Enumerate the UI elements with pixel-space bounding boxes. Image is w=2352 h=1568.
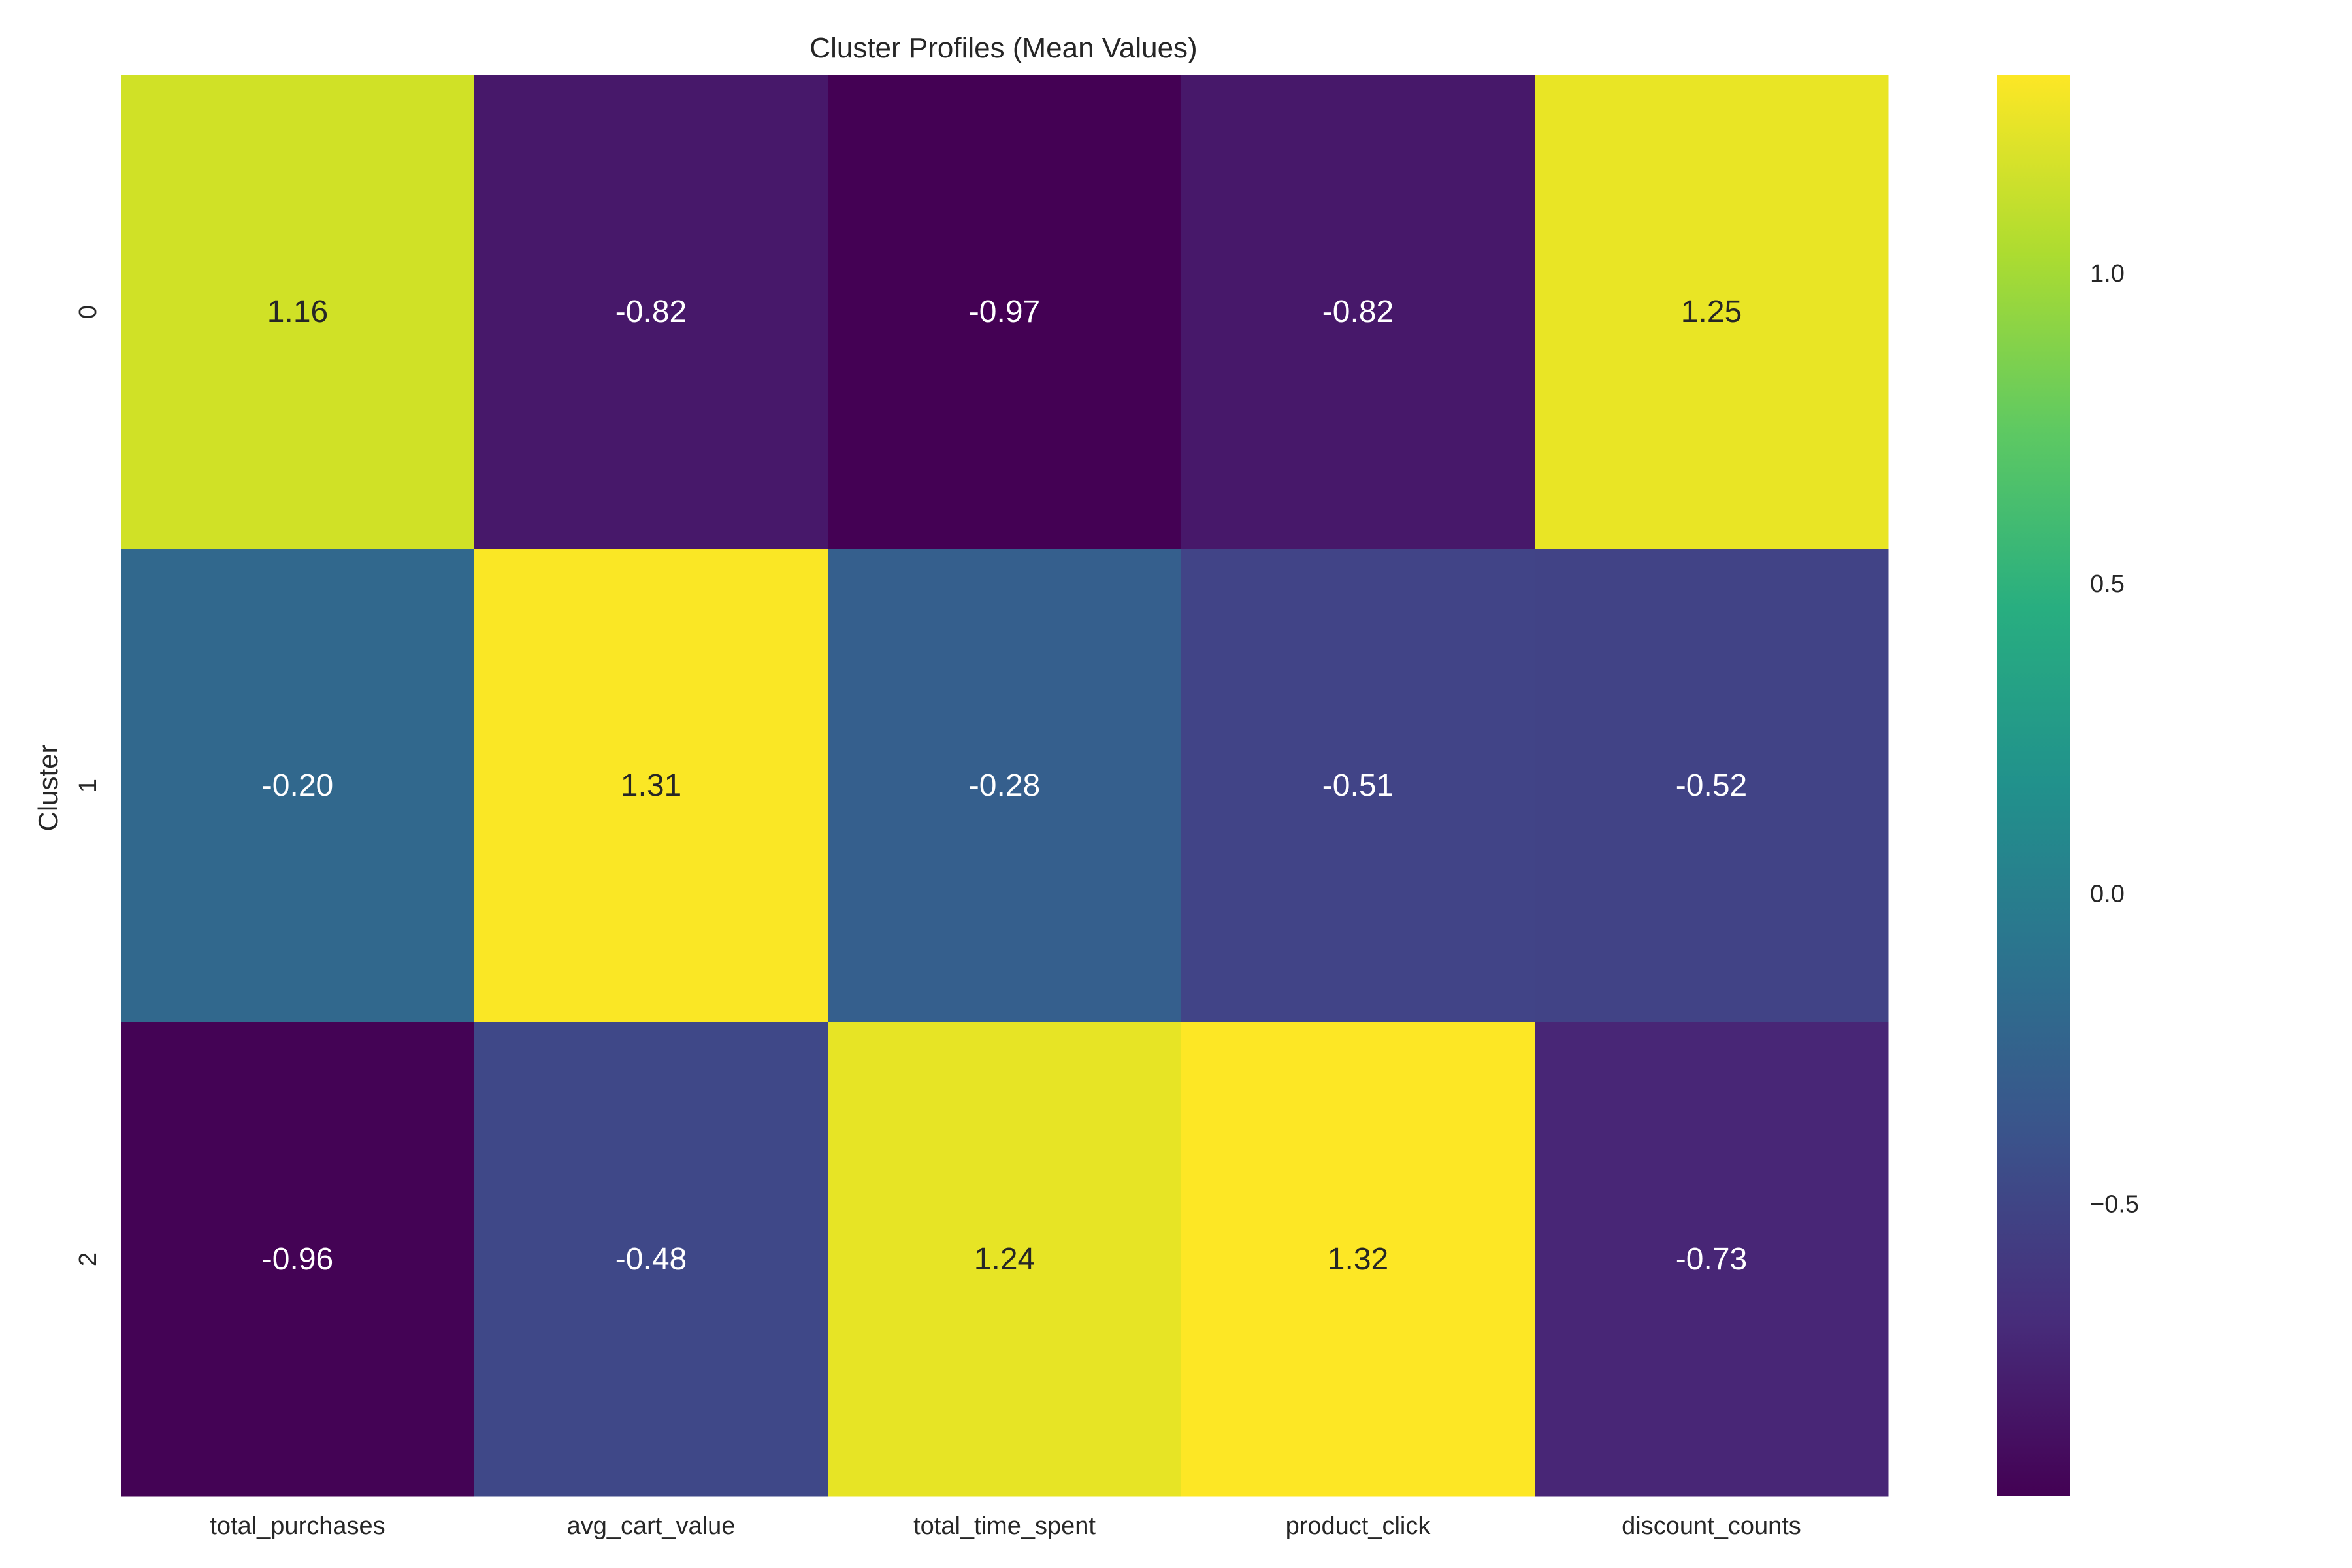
y-axis-tick-labels: 0 1 2 bbox=[74, 305, 102, 1266]
cell-value-label: -0.20 bbox=[262, 768, 333, 803]
x-axis-tick-labels: total_purchases avg_cart_value total_time_… bbox=[210, 1512, 1801, 1540]
cell-value-label: -0.52 bbox=[1676, 768, 1747, 803]
cell-value-label: 1.16 bbox=[267, 295, 328, 329]
heatmap-cell bbox=[121, 75, 475, 549]
colorbar-tick-label: −0.5 bbox=[2090, 1191, 2139, 1218]
x-tick-label: total_purchases bbox=[210, 1512, 385, 1540]
cell-value-label: 1.31 bbox=[621, 768, 681, 803]
cell-value-label: -0.28 bbox=[969, 768, 1040, 803]
heatmap-cell bbox=[1181, 1022, 1535, 1497]
heatmap-cell bbox=[1535, 549, 1889, 1023]
cell-value-label: -0.96 bbox=[262, 1242, 333, 1277]
x-tick-label: product_click bbox=[1286, 1512, 1431, 1540]
y-tick-label: 1 bbox=[74, 779, 102, 792]
heatmap-cell bbox=[474, 549, 828, 1023]
heatmap-cell bbox=[1535, 1022, 1889, 1497]
heatmap-cell bbox=[828, 75, 1182, 549]
cell-value-label: 1.32 bbox=[1328, 1242, 1388, 1277]
colorbar-tick-label: 1.0 bbox=[2090, 260, 2125, 287]
cell-value-label: -0.82 bbox=[615, 295, 687, 329]
x-tick-label: avg_cart_value bbox=[567, 1512, 736, 1540]
cell-value-label: -0.51 bbox=[1322, 768, 1394, 803]
y-tick-label: 0 bbox=[74, 305, 102, 319]
heatmap-cell bbox=[828, 549, 1182, 1023]
heatmap-cell bbox=[1535, 75, 1889, 549]
cell-value-label: -0.97 bbox=[969, 295, 1040, 329]
colorbar-tick-label: 0.5 bbox=[2090, 570, 2125, 598]
heatmap-cell bbox=[1181, 75, 1535, 549]
heatmap-cell bbox=[474, 75, 828, 549]
y-tick-label: 2 bbox=[74, 1252, 102, 1266]
heatmap-cell bbox=[121, 1022, 475, 1497]
x-tick-label: total_time_spent bbox=[913, 1512, 1096, 1540]
heatmap-cell bbox=[828, 1022, 1182, 1497]
cell-value-label: -0.48 bbox=[615, 1242, 687, 1277]
x-tick-label: discount_counts bbox=[1622, 1512, 1801, 1540]
heatmap-cell bbox=[121, 549, 475, 1023]
cell-value-label: 1.25 bbox=[1681, 295, 1742, 329]
cell-value-label: -0.82 bbox=[1322, 295, 1394, 329]
y-axis-label: Cluster bbox=[33, 744, 63, 831]
colorbar bbox=[1997, 75, 2070, 1496]
heatmap-cell bbox=[1181, 549, 1535, 1023]
colorbar-tick-label: 0.0 bbox=[2090, 881, 2125, 908]
heatmap-cell-labels: 1.16 -0.82 -0.97 -0.82 1.25 -0.20 1.31 -0.28 -0.… bbox=[262, 295, 1747, 1277]
cell-value-label: 1.24 bbox=[974, 1242, 1035, 1277]
heatmap-cells bbox=[121, 75, 1889, 1497]
heatmap-cell bbox=[474, 1022, 828, 1497]
cell-value-label: -0.73 bbox=[1676, 1242, 1747, 1277]
chart-title: Cluster Profiles (Mean Values) bbox=[809, 32, 1197, 64]
colorbar-ticks: 1.0 0.5 0.0 −0.5 bbox=[2090, 260, 2139, 1218]
